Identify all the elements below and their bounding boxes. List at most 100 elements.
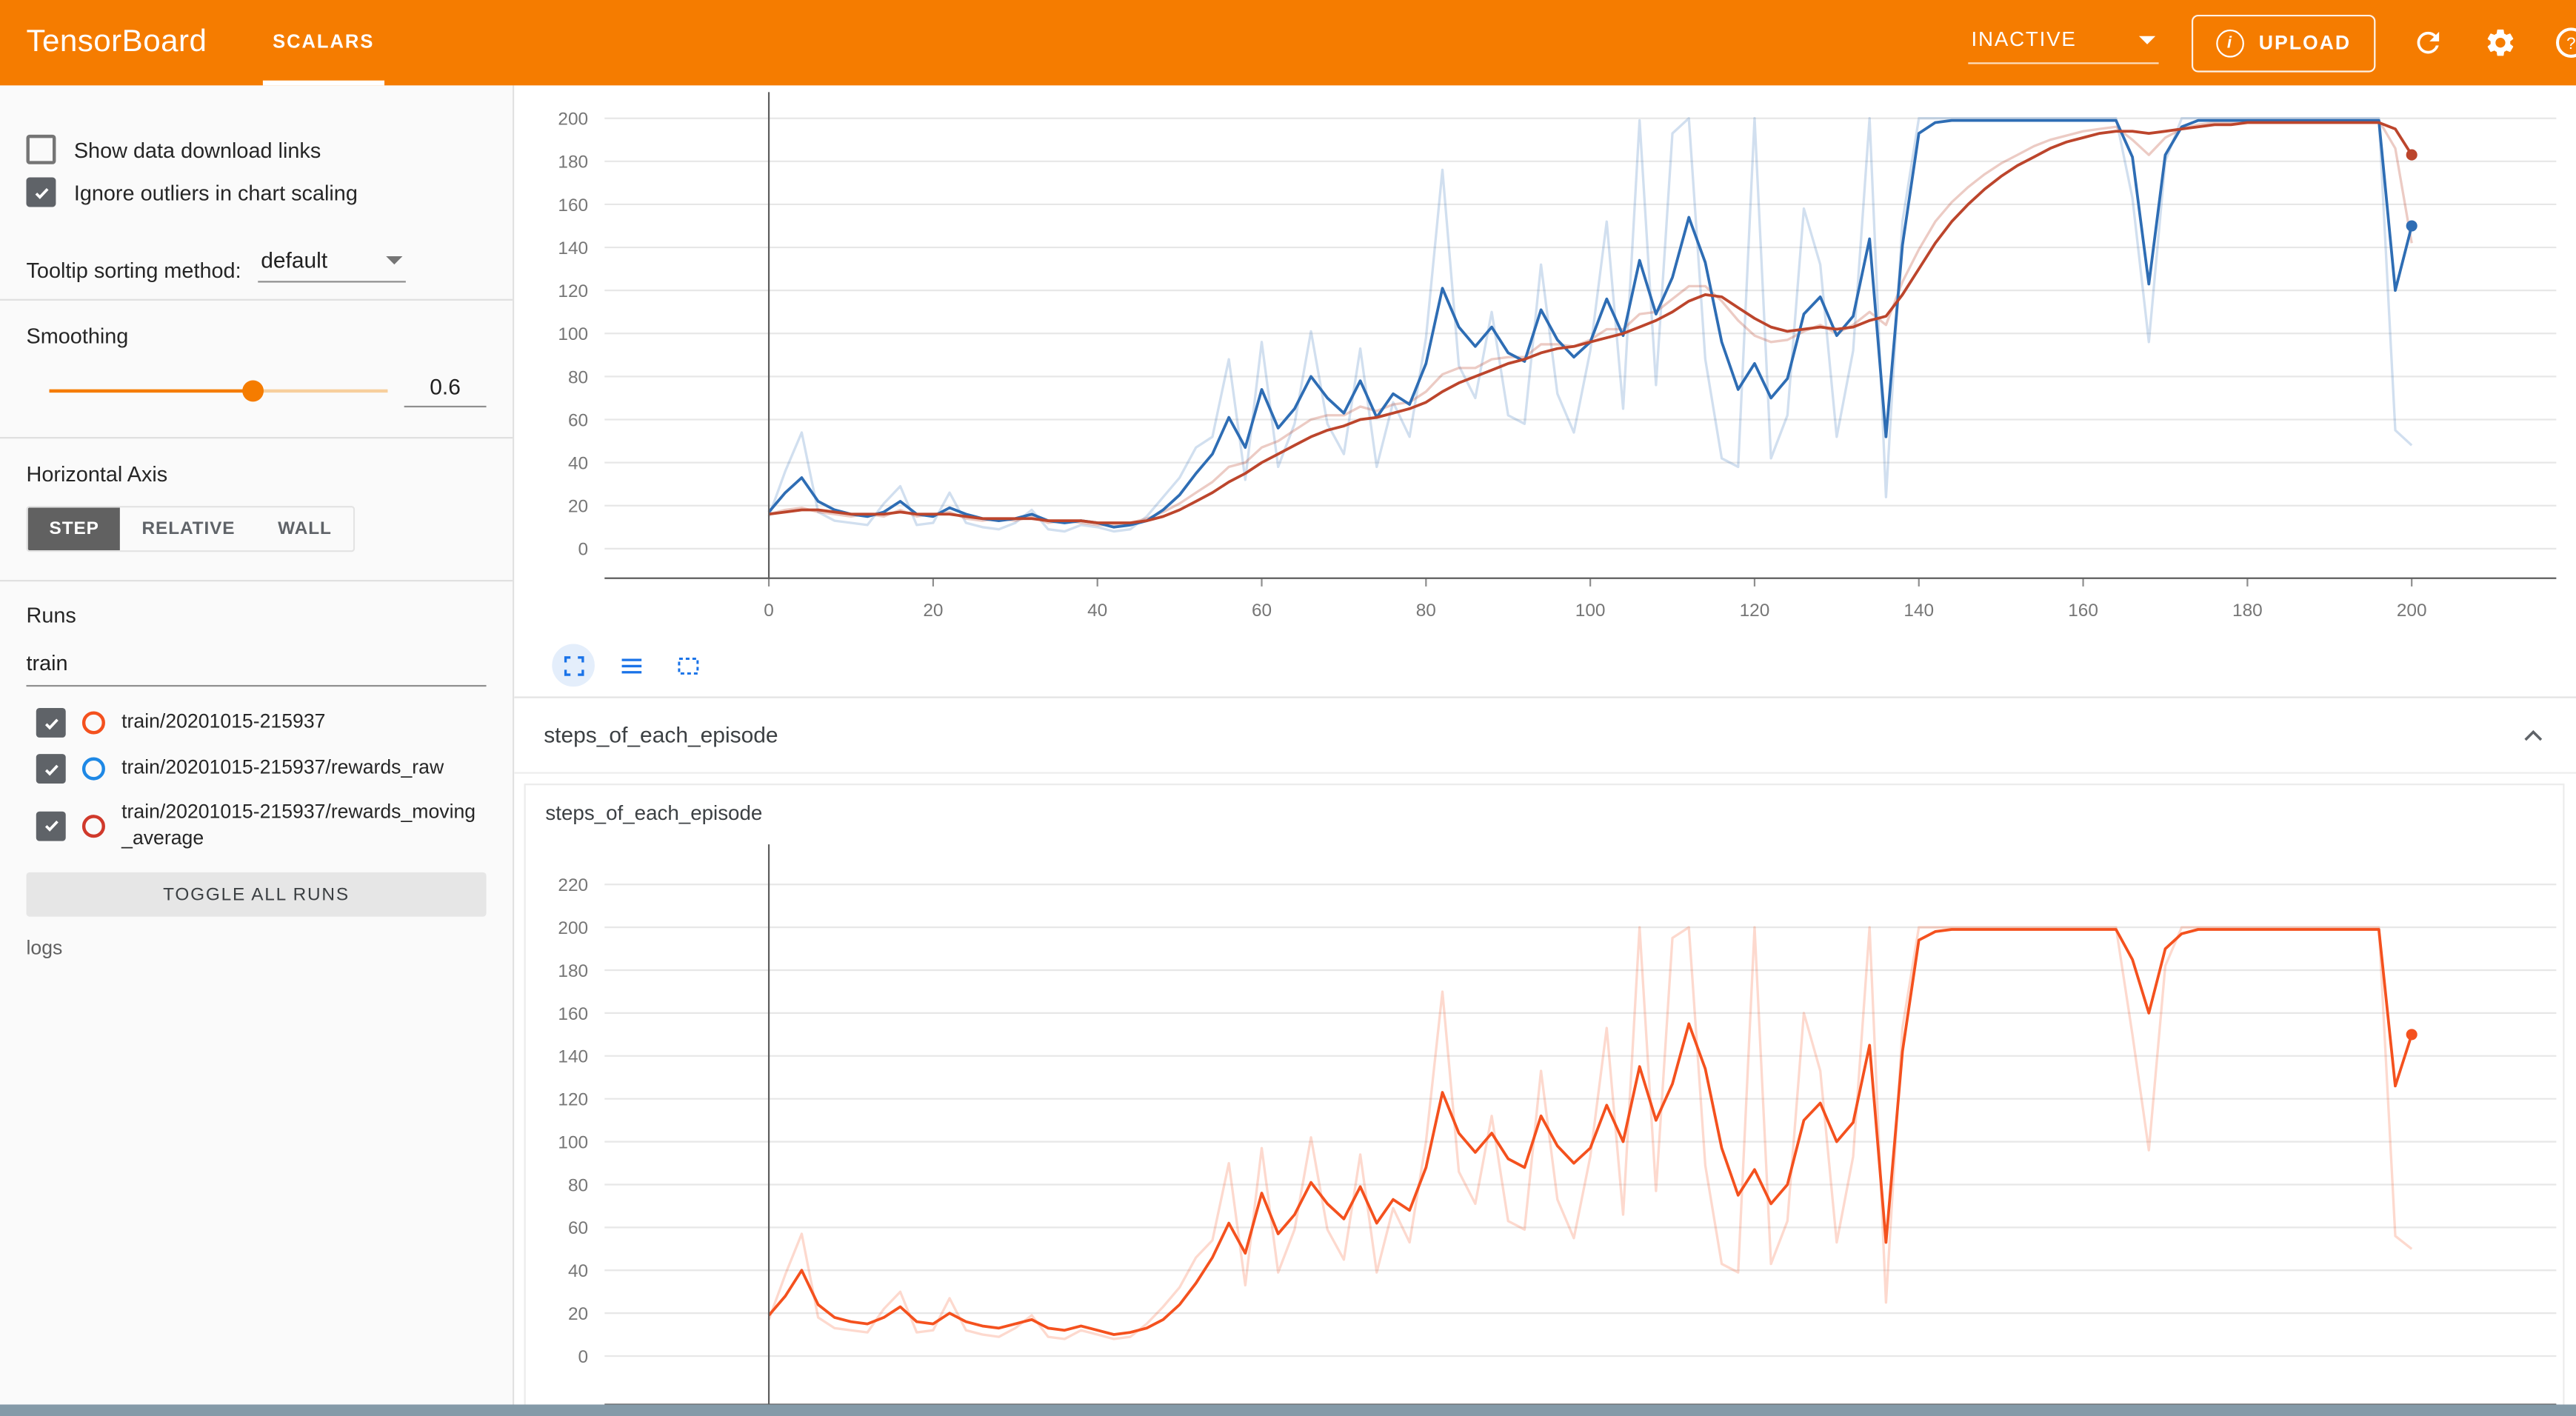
run-label: train/20201015-215937/rewards_moving_ave… [121,800,476,849]
tooltip-sort-label: Tooltip sorting method: [26,258,241,283]
upload-button[interactable]: i UPLOAD [2191,13,2376,72]
smoothing-label: Smoothing [26,323,129,349]
checkbox-show-data-download-links[interactable]: Show data download links [26,128,486,171]
steps-chart[interactable]: 0 20 40 60 80 100 120 140 160 180 200 220 [526,835,2563,1416]
svg-text:40: 40 [568,1261,588,1281]
help-icon[interactable]: ? [2553,23,2576,62]
app-header: TensorBoard SCALARS INACTIVE i UPLOAD ? [0,0,2576,86]
refresh-icon[interactable] [2409,23,2448,62]
svg-text:40: 40 [568,453,588,473]
svg-text:100: 100 [1575,601,1606,621]
svg-text:160: 160 [558,196,588,216]
collapse-chevron-up-icon[interactable] [2520,722,2546,748]
slider-fill [49,389,253,393]
smoothing-slider[interactable] [49,380,388,402]
tooltip-sort-dropdown[interactable]: default [257,244,406,283]
run-checkbox[interactable] [36,754,66,784]
sidebar: Show data download links Ignore outliers… [0,85,515,1416]
run-checkbox[interactable] [36,708,66,738]
svg-text:200: 200 [558,918,588,938]
svg-text:20: 20 [568,497,588,517]
content: Show data download links Ignore outliers… [0,85,2576,1416]
svg-text:0: 0 [764,601,774,621]
data-series-icon[interactable] [610,644,653,687]
svg-text:160: 160 [558,1004,588,1024]
svg-text:0: 0 [578,1347,589,1367]
run-item[interactable]: train/20201015-215937/rewards_moving_ave… [26,792,486,859]
horizontal-scrollbar[interactable] [0,1404,2576,1416]
tag-group-header[interactable]: steps_of_each_episode [514,696,2576,774]
svg-text:100: 100 [558,324,588,344]
svg-text:220: 220 [558,875,588,895]
selection-zoom-icon[interactable] [552,644,595,687]
runs-filter-input[interactable] [26,644,487,687]
svg-text:80: 80 [568,367,588,387]
chevron-down-icon [385,256,402,265]
axis-wall-button[interactable]: WALL [256,507,353,551]
fit-domain-icon[interactable] [667,644,710,687]
checkbox-label: Show data download links [73,137,321,162]
rewards-chart[interactable]: 0 20 40 60 80 100 120 140 160 180 200 0 20 40 60 80 100 1… [514,92,2576,634]
run-checkbox[interactable] [36,810,66,841]
tab-scalars[interactable]: SCALARS [262,0,384,86]
svg-text:60: 60 [568,1218,588,1238]
rewards-chart-card: 0 20 40 60 80 100 120 140 160 180 200 0 20 40 60 80 100 1… [514,92,2576,696]
svg-text:100: 100 [558,1132,588,1152]
run-item[interactable]: train/20201015-215937 [26,700,486,746]
svg-text:60: 60 [568,410,588,430]
run-label: train/20201015-215937/rewards_raw [121,755,444,779]
svg-text:40: 40 [1087,601,1107,621]
checkbox-ignore-outliers[interactable]: Ignore outliers in chart scaling [26,171,486,214]
svg-text:140: 140 [558,238,588,258]
run-item[interactable]: train/20201015-215937/rewards_raw [26,746,486,792]
axis-step-button[interactable]: STEP [27,507,121,551]
svg-text:180: 180 [2232,601,2263,621]
svg-text:180: 180 [558,153,588,173]
runs-label: Runs [26,603,76,628]
horizontal-axis-toggle: STEP RELATIVE WALL [26,506,355,552]
horizontal-axis-label: Horizontal Axis [26,461,168,487]
svg-text:?: ? [2566,34,2575,53]
run-label: train/20201015-215937 [121,709,326,733]
run-list: train/20201015-215937 train/20201015-215… [26,700,486,860]
axis-relative-button[interactable]: RELATIVE [120,507,257,551]
svg-text:120: 120 [558,281,588,301]
tab-bar: SCALARS [262,0,384,86]
toggle-all-runs-button[interactable]: TOGGLE ALL RUNS [26,872,487,918]
settings-gear-icon[interactable] [2480,23,2520,62]
svg-text:120: 120 [1740,601,1770,621]
svg-text:0: 0 [578,540,589,560]
status-dropdown[interactable]: INACTIVE [1968,21,2159,64]
checkbox-icon [26,177,56,207]
status-dropdown-value: INACTIVE [1971,27,2077,51]
smoothing-value-input[interactable]: 0.6 [404,375,487,408]
svg-text:20: 20 [923,601,943,621]
upload-label: UPLOAD [2258,31,2352,55]
divider [0,298,513,301]
svg-text:160: 160 [2068,601,2098,621]
svg-text:140: 140 [1903,601,1934,621]
tooltip-sort-row: Tooltip sorting method: default [26,233,486,283]
steps-chart-card: steps_of_each_episode 0 20 40 60 80 100 120 140… [524,784,2565,1416]
checkbox-label: Ignore outliers in chart scaling [73,179,358,205]
checkbox-icon [26,134,56,164]
scalars-dashboard: 0 20 40 60 80 100 120 140 160 180 200 0 20 40 60 80 100 1… [514,85,2576,1416]
svg-text:80: 80 [568,1175,588,1195]
svg-text:120: 120 [558,1090,588,1110]
run-color-swatch [81,711,105,735]
info-icon: i [2216,28,2244,57]
svg-text:140: 140 [558,1047,588,1067]
svg-text:180: 180 [558,961,588,981]
divider [0,579,513,582]
chart-card-title: steps_of_each_episode [545,801,763,825]
slider-thumb[interactable] [241,380,264,402]
run-color-swatch [81,757,105,781]
svg-text:200: 200 [2397,601,2427,621]
svg-text:200: 200 [558,110,588,130]
header-actions: INACTIVE i UPLOAD ? [1968,13,2576,72]
runs-group-logs: logs [26,936,63,960]
tag-group-title: steps_of_each_episode [544,722,778,748]
svg-text:80: 80 [1416,601,1436,621]
tooltip-sort-value: default [261,247,328,273]
